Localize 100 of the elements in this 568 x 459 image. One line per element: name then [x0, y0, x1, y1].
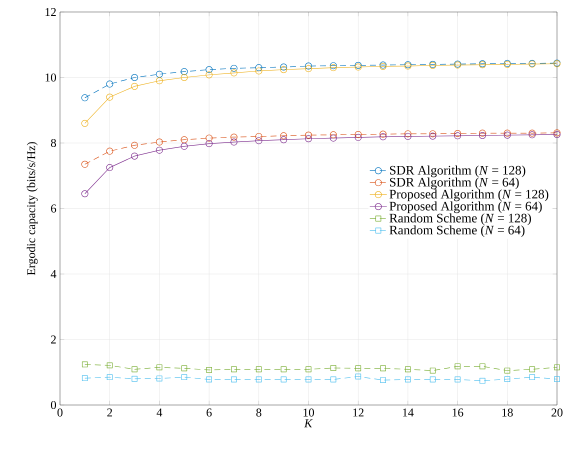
point — [81, 120, 88, 127]
point — [255, 137, 262, 144]
legend-label: Random Scheme (N = 64) — [390, 225, 525, 238]
point — [405, 366, 411, 372]
y-tick-label: 8 — [50, 138, 56, 148]
point — [230, 138, 238, 146]
point — [454, 376, 461, 382]
point — [180, 68, 188, 76]
point — [206, 140, 213, 148]
x-tick-label: 10 — [304, 408, 314, 417]
point — [181, 374, 188, 380]
point — [380, 130, 387, 138]
point — [132, 376, 138, 382]
point — [454, 132, 462, 140]
point — [280, 366, 287, 372]
x-tick-label: 12 — [353, 408, 364, 416]
point — [180, 142, 188, 150]
point — [156, 364, 162, 370]
legend-label: SDR Algorithm (N = 64) — [390, 177, 519, 190]
point — [429, 130, 436, 138]
point — [454, 363, 461, 370]
point — [380, 377, 386, 384]
point — [480, 378, 486, 384]
point — [306, 376, 312, 382]
point — [255, 67, 262, 74]
point — [206, 376, 212, 382]
point — [255, 132, 262, 140]
point — [454, 130, 462, 137]
point — [206, 134, 213, 142]
point — [81, 190, 88, 198]
point — [306, 366, 312, 372]
point — [106, 148, 114, 155]
point — [430, 368, 436, 374]
point — [106, 94, 114, 101]
point — [355, 365, 362, 372]
point — [206, 66, 213, 74]
point — [330, 376, 336, 382]
x-tick-label: 4 — [156, 408, 162, 416]
point — [280, 136, 288, 144]
point — [206, 367, 212, 373]
point — [256, 366, 262, 372]
point — [354, 134, 362, 141]
point — [156, 77, 163, 84]
point — [305, 132, 312, 139]
point — [180, 136, 188, 144]
point — [131, 74, 138, 81]
y-tick-label: 12 — [46, 8, 56, 16]
point — [106, 374, 113, 380]
x-tick-label: 6 — [206, 408, 212, 417]
point — [305, 62, 312, 70]
x-tick-label: 2 — [107, 408, 112, 416]
point — [131, 142, 138, 149]
legend-label: SDR Algorithm (N = 128) — [390, 165, 526, 178]
point — [82, 361, 88, 368]
point — [180, 74, 188, 81]
x-tick-label: 18 — [502, 408, 513, 417]
y-tick-label: 10 — [46, 73, 56, 82]
point — [305, 65, 312, 72]
point — [354, 130, 362, 138]
point — [529, 366, 536, 372]
point — [231, 366, 237, 372]
x-tick-label: 0 — [57, 408, 63, 417]
legend-label: Proposed Algorithm (N = 64) — [390, 201, 542, 214]
point — [280, 66, 288, 74]
point — [280, 376, 287, 382]
y-tick-label: 2 — [51, 336, 56, 344]
point — [106, 362, 113, 368]
point — [255, 64, 262, 72]
x-tick-label: 8 — [256, 408, 262, 417]
point — [81, 160, 88, 168]
point — [132, 366, 138, 372]
x-tick-label: 20 — [552, 408, 563, 417]
point — [82, 375, 88, 382]
y-tick-label: 4 — [50, 270, 56, 278]
point — [256, 376, 262, 382]
point — [156, 70, 163, 78]
y-tick-label: 6 — [51, 204, 56, 213]
legend-label: Proposed Algorithm (N = 128) — [390, 189, 548, 202]
point — [305, 135, 312, 142]
point — [156, 146, 163, 154]
point — [480, 363, 486, 370]
point — [405, 376, 411, 382]
point — [206, 71, 213, 78]
point — [429, 132, 436, 140]
y-tick-label: 0 — [50, 400, 56, 410]
point — [404, 130, 412, 138]
point — [280, 132, 288, 140]
point — [404, 132, 412, 140]
y-axis-title: Ergodic capacity (bits/s/Hz) — [26, 142, 38, 276]
point — [330, 134, 337, 142]
point — [529, 374, 536, 380]
point — [231, 376, 237, 382]
point — [131, 82, 138, 90]
point — [106, 164, 114, 172]
point — [230, 69, 238, 76]
point — [230, 64, 238, 72]
legend-label: Random Scheme (N = 128) — [390, 213, 531, 226]
point — [504, 368, 510, 374]
x-tick-label: 16 — [452, 408, 464, 417]
point — [504, 376, 510, 382]
